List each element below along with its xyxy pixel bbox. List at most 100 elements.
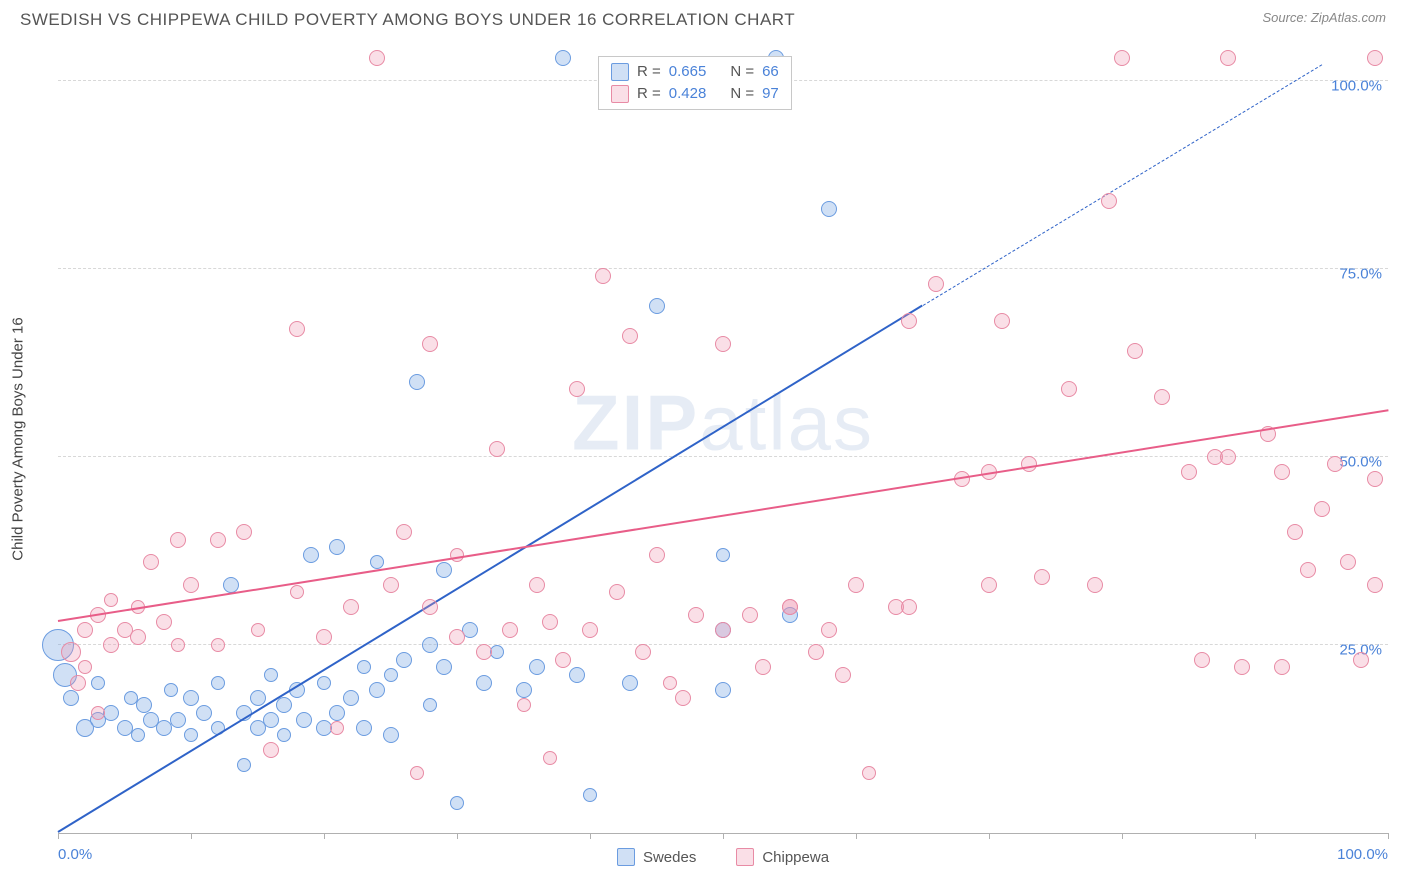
data-point (821, 622, 837, 638)
data-point (635, 644, 651, 660)
data-point (343, 690, 359, 706)
x-tick (191, 833, 192, 839)
data-point (263, 712, 279, 728)
data-point (1367, 50, 1383, 66)
data-point (211, 638, 225, 652)
data-point (211, 676, 225, 690)
data-point (183, 690, 199, 706)
data-point (329, 539, 345, 555)
data-point (236, 524, 252, 540)
data-point (1353, 652, 1369, 668)
data-point (569, 381, 585, 397)
data-point (1194, 652, 1210, 668)
data-point (516, 682, 532, 698)
n-label: N = (730, 83, 754, 105)
data-point (1154, 389, 1170, 405)
data-point (622, 675, 638, 691)
data-point (1367, 471, 1383, 487)
x-tick (590, 833, 591, 839)
data-point (1287, 524, 1303, 540)
data-point (303, 547, 319, 563)
trend-line (58, 410, 1388, 623)
data-point (1061, 381, 1077, 397)
data-point (489, 441, 505, 457)
chart-title: SWEDISH VS CHIPPEWA CHILD POVERTY AMONG … (20, 10, 795, 30)
x-tick (1388, 833, 1389, 839)
data-point (237, 758, 251, 772)
data-point (251, 623, 265, 637)
data-point (901, 599, 917, 615)
gridline (58, 456, 1388, 457)
data-point (91, 706, 105, 720)
x-tick (457, 833, 458, 839)
stats-row: R =0.665N =66 (611, 61, 779, 83)
data-point (1220, 449, 1236, 465)
data-point (609, 584, 625, 600)
r-label: R = (637, 83, 661, 105)
data-point (130, 629, 146, 645)
data-point (808, 644, 824, 660)
stats-row: R = 0.428 N = 97 (611, 83, 779, 105)
data-point (143, 554, 159, 570)
data-point (583, 788, 597, 802)
stats-box: R =0.665N =66R = 0.428 N = 97 (598, 56, 792, 110)
data-point (369, 50, 385, 66)
data-point (276, 697, 292, 713)
data-point (196, 705, 212, 721)
r-value: 0.428 (669, 83, 707, 105)
scatter-chart: Child Poverty Among Boys Under 16 ZIPatl… (58, 44, 1388, 834)
data-point (1114, 50, 1130, 66)
data-point (649, 547, 665, 563)
data-point (383, 727, 399, 743)
legend-item-swedes: Swedes (617, 848, 696, 866)
data-point (409, 374, 425, 390)
data-point (848, 577, 864, 593)
data-point (1314, 501, 1330, 517)
data-point (184, 728, 198, 742)
data-point (396, 524, 412, 540)
n-value: 97 (762, 83, 779, 105)
data-point (622, 328, 638, 344)
data-point (663, 676, 677, 690)
data-point (715, 682, 731, 698)
data-point (715, 622, 731, 638)
data-point (1220, 50, 1236, 66)
data-point (517, 698, 531, 712)
data-point (264, 668, 278, 682)
data-point (70, 675, 86, 691)
x-tick (723, 833, 724, 839)
data-point (529, 659, 545, 675)
data-point (1234, 659, 1250, 675)
data-point (595, 268, 611, 284)
data-point (502, 622, 518, 638)
data-point (263, 742, 279, 758)
x-tick (989, 833, 990, 839)
gridline (58, 268, 1388, 269)
data-point (436, 659, 452, 675)
data-point (450, 796, 464, 810)
data-point (569, 667, 585, 683)
data-point (370, 555, 384, 569)
data-point (1367, 577, 1383, 593)
data-point (1087, 577, 1103, 593)
data-point (422, 637, 438, 653)
y-tick-label: 50.0% (1339, 453, 1382, 470)
data-point (476, 675, 492, 691)
plot-area: ZIPatlas 25.0%50.0%75.0%100.0%0.0%100.0%… (58, 44, 1388, 834)
x-tick (856, 833, 857, 839)
data-point (422, 336, 438, 352)
data-point (981, 577, 997, 593)
data-point (369, 682, 385, 698)
data-point (91, 676, 105, 690)
legend-label: Chippewa (762, 849, 829, 866)
data-point (329, 705, 345, 721)
legend-swatch-icon (736, 848, 754, 866)
data-point (582, 622, 598, 638)
data-point (136, 697, 152, 713)
legend: Swedes Chippewa (58, 848, 1388, 866)
data-point (529, 577, 545, 593)
trend-line-dash (922, 65, 1322, 307)
data-point (1101, 193, 1117, 209)
stats-swatch-icon (611, 85, 629, 103)
data-point (436, 562, 452, 578)
